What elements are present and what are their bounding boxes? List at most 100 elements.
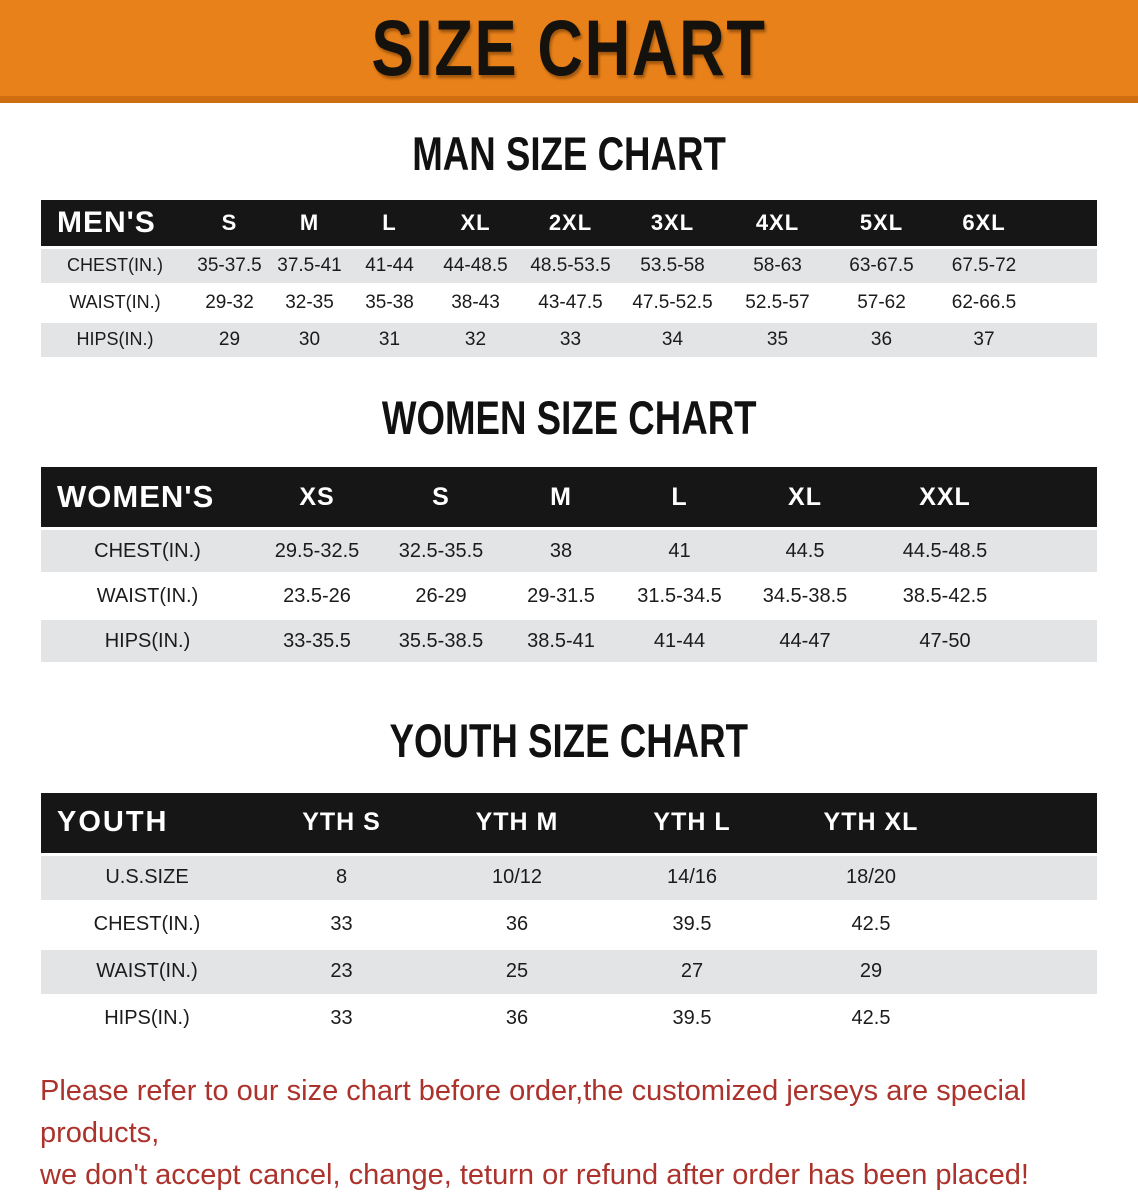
youth-size-table: YOUTH YTH S YTH M YTH L YTH XL U.S.SIZE 8 10/1… [41,790,1097,1044]
men-column-6xl: 6XL [933,199,1035,246]
cell-value: 31.5-34.5 [620,575,739,618]
row-label: HIPS(IN.) [41,996,253,1041]
row-filler [1019,620,1097,663]
youth-header-row: YOUTH YTH S YTH M YTH L YTH XL [41,792,1097,853]
youth-column-yth-s: YTH S [253,792,430,853]
cell-value: 39.5 [604,902,780,947]
cell-value: 38-43 [430,285,521,320]
youth-column-yth-xl: YTH XL [780,792,962,853]
cell-value: 41 [620,530,739,573]
footnote: Please refer to our size chart before or… [40,1070,1120,1196]
row-filler [962,996,1097,1041]
men-section-title: MAN SIZE CHART [0,127,1138,181]
cell-value: 47-50 [871,620,1019,663]
row-filler [962,855,1097,900]
header-filler [962,792,1097,853]
cell-value: 35-37.5 [189,248,270,283]
men-size-section: MAN SIZE CHART MEN'S S M L XL 2XL 3XL 4XL 5XL 6XL… [0,127,1138,360]
cell-value: 10/12 [430,855,604,900]
cell-value: 33 [521,322,620,357]
cell-value: 62-66.5 [933,285,1035,320]
row-filler [962,902,1097,947]
row-label: WAIST(IN.) [41,575,254,618]
youth-column-yth-m: YTH M [430,792,604,853]
cell-value: 25 [430,949,604,994]
men-header-label: MEN'S [41,199,189,246]
banner: SIZE CHART [0,0,1138,103]
table-row: CHEST(IN.) 29.5-32.5 32.5-35.5 38 41 44.5 44.5… [41,530,1097,573]
cell-value: 37 [933,322,1035,357]
cell-value: 38.5-41 [502,620,620,663]
cell-value: 44.5-48.5 [871,530,1019,573]
cell-value: 41-44 [620,620,739,663]
cell-value: 41-44 [349,248,430,283]
men-section-title-text: MAN SIZE CHART [412,127,726,180]
cell-value: 67.5-72 [933,248,1035,283]
cell-value: 34 [620,322,725,357]
cell-value: 29-32 [189,285,270,320]
women-column-xs: XS [254,467,380,528]
table-row: U.S.SIZE 8 10/12 14/16 18/20 [41,855,1097,900]
table-row: HIPS(IN.) 29 30 31 32 33 34 35 36 37 [41,322,1097,357]
cell-value: 44-47 [739,620,871,663]
row-label: HIPS(IN.) [41,620,254,663]
row-filler [1035,322,1097,357]
cell-value: 29.5-32.5 [254,530,380,573]
women-header-label: WOMEN'S [41,467,254,528]
men-header-row: MEN'S S M L XL 2XL 3XL 4XL 5XL 6XL [41,199,1097,246]
cell-value: 33 [253,996,430,1041]
table-row: WAIST(IN.) 29-32 32-35 35-38 38-43 43-47.5 47.… [41,285,1097,320]
table-row: WAIST(IN.) 23.5-26 26-29 29-31.5 31.5-34.5 34… [41,575,1097,618]
cell-value: 43-47.5 [521,285,620,320]
men-column-l: L [349,199,430,246]
men-column-s: S [189,199,270,246]
cell-value: 58-63 [725,248,830,283]
youth-column-yth-l: YTH L [604,792,780,853]
men-column-4xl: 4XL [725,199,830,246]
cell-value: 35.5-38.5 [380,620,502,663]
cell-value: 29-31.5 [502,575,620,618]
cell-value: 30 [270,322,349,357]
women-column-m: M [502,467,620,528]
cell-value: 32 [430,322,521,357]
cell-value: 8 [253,855,430,900]
header-filler [1019,467,1097,528]
cell-value: 32-35 [270,285,349,320]
row-filler [962,949,1097,994]
men-column-xl: XL [430,199,521,246]
row-label: CHEST(IN.) [41,530,254,573]
row-filler [1019,575,1097,618]
cell-value: 36 [430,902,604,947]
cell-value: 33-35.5 [254,620,380,663]
cell-value: 44.5 [739,530,871,573]
row-label: HIPS(IN.) [41,322,189,357]
women-column-xxl: XXL [871,467,1019,528]
youth-section-title: YOUTH SIZE CHART [0,715,1138,768]
cell-value: 52.5-57 [725,285,830,320]
youth-size-section: YOUTH SIZE CHART YOUTH YTH S YTH M YTH L YTH… [0,715,1138,1044]
cell-value: 35-38 [349,285,430,320]
men-column-2xl: 2XL [521,199,620,246]
men-column-3xl: 3XL [620,199,725,246]
cell-value: 47.5-52.5 [620,285,725,320]
row-filler [1019,530,1097,573]
cell-value: 37.5-41 [270,248,349,283]
cell-value: 35 [725,322,830,357]
women-column-l: L [620,467,739,528]
header-filler [1035,199,1097,246]
row-label: WAIST(IN.) [41,949,253,994]
cell-value: 32.5-35.5 [380,530,502,573]
row-filler [1035,248,1097,283]
row-label: WAIST(IN.) [41,285,189,320]
cell-value: 29 [189,322,270,357]
row-label: CHEST(IN.) [41,248,189,283]
cell-value: 57-62 [830,285,933,320]
cell-value: 39.5 [604,996,780,1041]
cell-value: 23 [253,949,430,994]
women-header-row: WOMEN'S XS S M L XL XXL [41,467,1097,528]
table-row: CHEST(IN.) 33 36 39.5 42.5 [41,902,1097,947]
cell-value: 53.5-58 [620,248,725,283]
youth-section-title-text: YOUTH SIZE CHART [389,714,749,768]
cell-value: 63-67.5 [830,248,933,283]
